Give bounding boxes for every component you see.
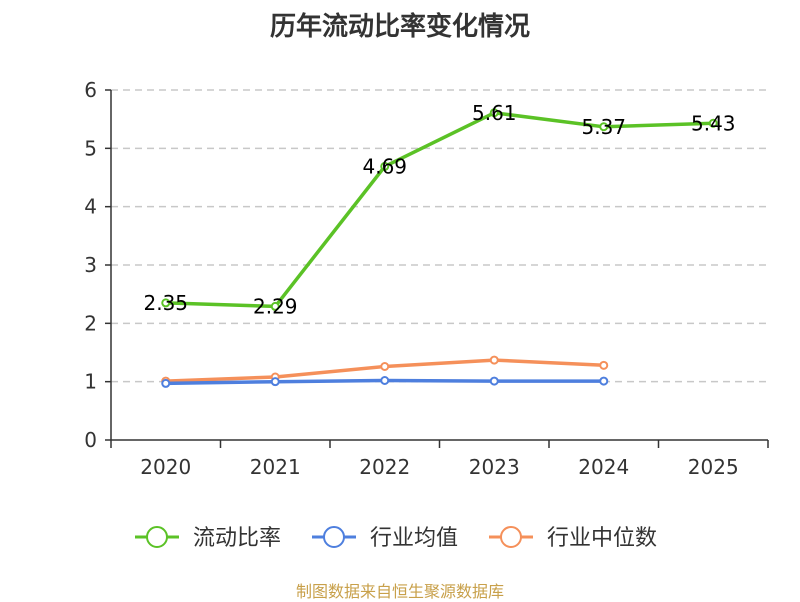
legend-marker-行业均值 [323,526,345,548]
grid-layer [111,89,768,383]
data-label: 4.69 [362,154,407,178]
x-tick-label: 2024 [578,455,629,479]
y-tick-label: 2 [84,311,97,335]
data-point [599,122,609,132]
data-label: 2.35 [143,291,188,315]
y-tick-label: 0 [84,428,97,452]
y-tick-label: 6 [84,78,97,102]
data-point [489,376,499,386]
source-note: 制图数据来自恒生聚源数据库 [295,582,504,601]
legend-marker-行业中位数 [500,526,522,548]
data-point [708,118,718,128]
x-tick-label: 2020 [140,455,191,479]
data-label: 5.37 [581,115,626,139]
legend-marker-流动比率 [146,526,168,548]
y-tick-label: 4 [84,195,97,219]
data-point [161,298,171,308]
label-layer: 2.35 2.29 4.69 5.61 5.37 5.43 [143,101,735,319]
legend: 流动比率 行业均值 行业中位数 [135,526,657,551]
data-label: 5.61 [472,101,517,125]
y-tick-label: 1 [84,370,97,394]
data-point [380,161,390,171]
data-point [380,376,390,385]
x-tick-label: 2025 [688,455,739,479]
data-point [489,355,499,365]
data-point [270,377,280,387]
data-label: 5.43 [691,111,736,135]
x-tick-label: 2021 [250,455,301,479]
data-label: 2.29 [253,294,298,318]
data-point [599,360,609,370]
x-tick-label: 2023 [469,455,520,479]
legend-label: 流动比率 [193,526,281,551]
y-tick-label: 5 [84,136,97,160]
data-point [161,378,171,388]
series-line-流动比率 [165,111,714,309]
x-tick-label: 2022 [359,455,410,479]
y-tick-label: 3 [84,253,97,277]
data-point [270,301,280,311]
legend-label: 行业均值 [370,526,458,551]
axis-layer: 0 1 2 3 4 5 6 2020 2021 2022 2023 2024 2025 [84,78,769,479]
data-point [380,362,390,371]
chart-title: 历年流动比率变化情况 [269,12,530,42]
data-point [599,376,609,386]
legend-label: 行业中位数 [547,526,657,551]
series-layer [161,108,718,388]
data-point [489,108,499,118]
